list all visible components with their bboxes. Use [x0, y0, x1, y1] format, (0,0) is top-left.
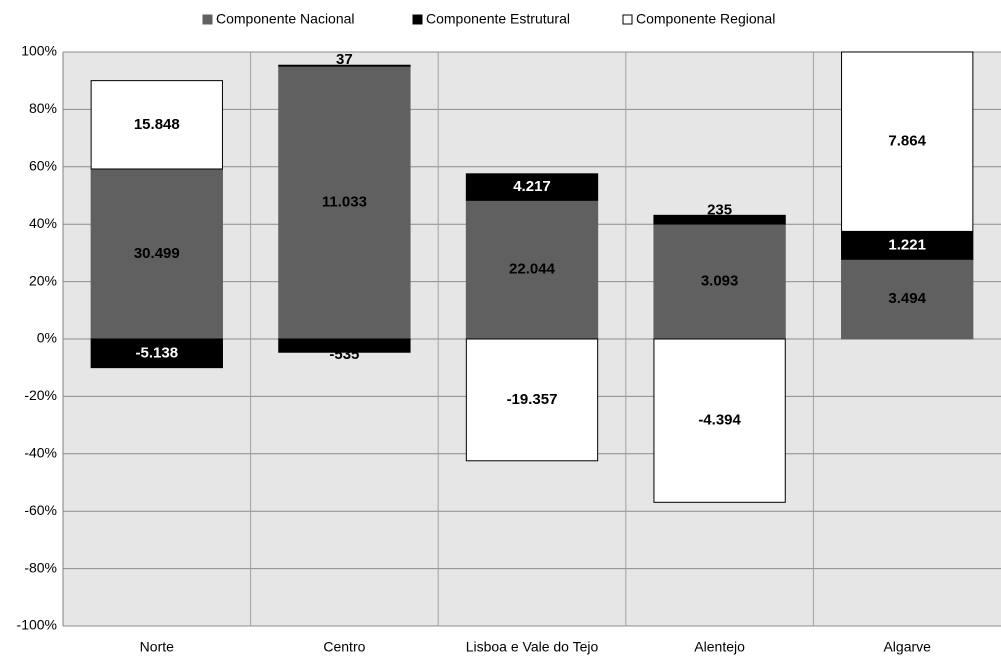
- y-tick-label: -40%: [24, 445, 57, 461]
- bar-segment: [90, 80, 223, 170]
- y-tick-label: 0%: [37, 330, 57, 346]
- value-label: -5.138: [136, 344, 179, 361]
- legend-swatch: [202, 14, 213, 25]
- legend-swatch: [622, 14, 633, 25]
- y-tick-label: 80%: [29, 100, 57, 116]
- bar-segment: [841, 51, 974, 232]
- bar-segment: [653, 223, 786, 340]
- value-label: 4.217: [513, 178, 551, 195]
- value-label: 11.033: [322, 194, 367, 211]
- value-label: -19.357: [507, 391, 558, 408]
- y-tick-label: -100%: [17, 617, 57, 633]
- legend-label: Componente Estrutural: [426, 11, 570, 27]
- x-tick-label: Lisboa e Vale do Tejo: [466, 639, 599, 655]
- value-label: 3.093: [701, 272, 739, 289]
- y-tick-label: -60%: [24, 502, 57, 518]
- value-label: 15.848: [134, 116, 180, 133]
- bar-segment: [653, 338, 786, 503]
- y-tick-label: 20%: [29, 272, 57, 288]
- bar-segment: [278, 64, 411, 67]
- value-label: 235: [707, 201, 732, 218]
- bar-segment: [465, 173, 599, 201]
- bar-segment: [278, 65, 411, 340]
- value-label: 30.499: [134, 245, 180, 262]
- x-tick-label: Norte: [140, 639, 174, 655]
- y-tick-label: -80%: [24, 559, 57, 575]
- value-label: 22.044: [509, 261, 556, 278]
- bar-segment: [278, 338, 411, 353]
- bar-segment: [653, 214, 786, 225]
- y-tick-label: 40%: [29, 215, 57, 231]
- y-tick-label: 60%: [29, 158, 57, 174]
- y-tick-label: -20%: [24, 387, 57, 403]
- value-label: 3.494: [888, 290, 926, 307]
- x-tick-label: Centro: [323, 639, 365, 655]
- bar-segment: [465, 338, 599, 462]
- y-tick-label: 100%: [21, 43, 57, 59]
- legend-label: Componente Nacional: [216, 11, 355, 27]
- bar-segment: [90, 338, 223, 369]
- value-label: 1.221: [888, 236, 926, 253]
- x-tick-label: Algarve: [883, 639, 931, 655]
- value-label: -4.394: [698, 412, 741, 429]
- value-label: 37: [336, 51, 353, 68]
- value-label: -535: [329, 346, 359, 363]
- value-label: 7.864: [888, 133, 926, 150]
- legend-label: Componente Regional: [636, 11, 775, 27]
- legend-swatch: [412, 14, 423, 25]
- x-tick-label: Alentejo: [694, 639, 745, 655]
